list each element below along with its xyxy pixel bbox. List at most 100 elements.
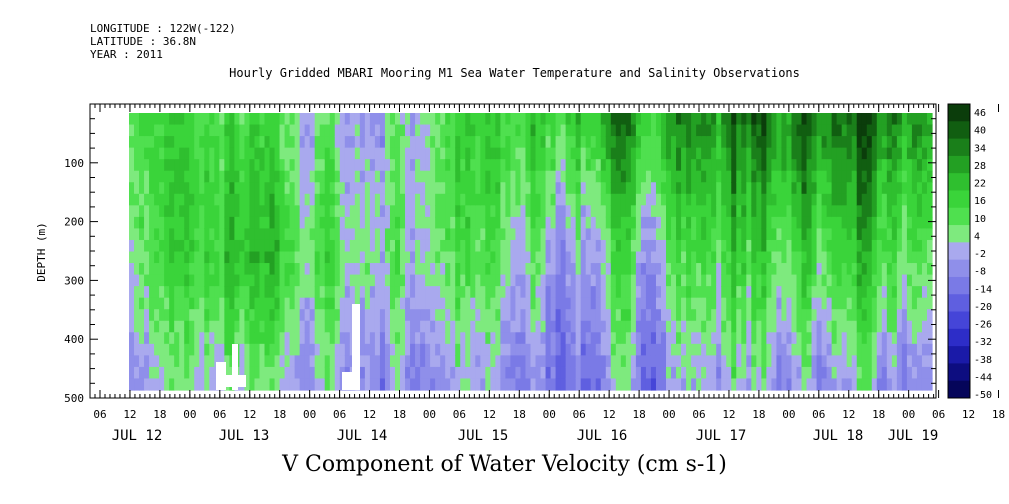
heatmap-cell [379,124,386,137]
y-tick-label: 200 [64,216,84,229]
heatmap-cell [836,378,843,391]
heatmap-cell [650,366,657,380]
heatmap-cell [550,297,557,310]
heatmap-cell [580,263,587,276]
heatmap-cell [420,182,426,195]
heatmap-cell [771,159,778,172]
heatmap-cell [891,309,898,322]
heatmap-cell [666,124,672,137]
heatmap-cell [334,332,341,345]
heatmap-cell [490,263,496,276]
heatmap-cell [269,216,276,230]
heatmap-cell [630,113,637,126]
x-date-label: JUL 14 [337,428,388,444]
heatmap-cell [686,182,692,195]
heatmap-cell [470,182,476,195]
heatmap-cell [485,113,491,126]
heatmap-cell [530,332,537,345]
heatmap-cell [334,193,341,206]
heatmap-cell [896,263,903,276]
heatmap-cell [384,320,391,333]
heatmap-cell [881,309,888,322]
heatmap-cell [425,136,431,149]
heatmap-cell [686,355,692,368]
heatmap-cell [455,113,461,126]
heatmap-cell [219,274,225,287]
heatmap-cell [771,378,778,391]
heatmap-cell [369,182,376,195]
heatmap-cell [871,320,878,333]
heatmap-cell [415,170,421,183]
heatmap-cell [184,113,190,126]
heatmap-cell [640,113,647,126]
heatmap-cell [400,159,406,172]
heatmap-cell [570,343,577,356]
heatmap-cell [681,343,687,356]
heatmap-cell [550,182,557,195]
heatmap-cell [811,216,818,230]
heatmap-cell [701,216,707,230]
heatmap-cell [655,113,662,126]
heatmap-cell [354,147,361,160]
heatmap-cell [214,274,220,287]
heatmap-cell [625,378,632,391]
heatmap-cell [440,147,446,160]
heatmap-cell [389,228,396,241]
heatmap-cell [450,297,456,310]
heatmap-cell [756,159,762,172]
heatmap-cell [650,320,657,333]
heatmap-cell [555,239,562,253]
heatmap-cell [164,239,170,253]
heatmap-cell [154,239,160,253]
heatmap-cell [329,124,336,137]
heatmap-cell [154,378,160,391]
heatmap-cell [154,216,160,230]
heatmap-cell [906,170,913,183]
heatmap-cell [530,147,537,160]
heatmap-cell [224,366,230,380]
heatmap-cell [726,216,732,230]
heatmap-cell [871,251,878,264]
heatmap-cell [234,286,241,299]
heatmap-cell [681,193,687,206]
heatmap-cell [314,251,321,264]
heatmap-cell [470,239,476,253]
heatmap-cell [841,366,848,380]
heatmap-cell [535,193,542,206]
heatmap-cell [811,124,818,137]
heatmap-cell [926,136,933,149]
heatmap-cell [339,297,346,310]
heatmap-cell [470,309,476,322]
heatmap-cell [219,113,225,126]
heatmap-cell [159,228,165,241]
heatmap-cell [174,216,180,230]
heatmap-cell [625,239,632,253]
heatmap-cell [460,332,466,345]
heatmap-cell [901,251,908,264]
heatmap-cell [660,193,667,206]
heatmap-cell [806,366,813,380]
heatmap-cell [470,274,476,287]
heatmap-cell [425,263,431,276]
heatmap-cell [851,320,858,333]
heatmap-cell [425,320,431,333]
heatmap-cell [460,343,466,356]
heatmap-cell [620,355,627,368]
heatmap-cell [430,170,436,183]
heatmap-cell [284,378,291,391]
heatmap-cell [610,205,617,218]
heatmap-cell [881,136,888,149]
heatmap-cell [134,320,140,333]
heatmap-cell [314,147,321,160]
heatmap-cell [319,124,326,137]
heatmap-cell [174,193,180,206]
heatmap-cell [334,228,341,241]
heatmap-cell [435,320,441,333]
heatmap-cell [379,343,386,356]
heatmap-cell [179,228,185,241]
heatmap-cell [244,136,251,149]
heatmap-cell [384,239,391,253]
heatmap-cell [831,355,838,368]
heatmap-cell [470,124,476,137]
